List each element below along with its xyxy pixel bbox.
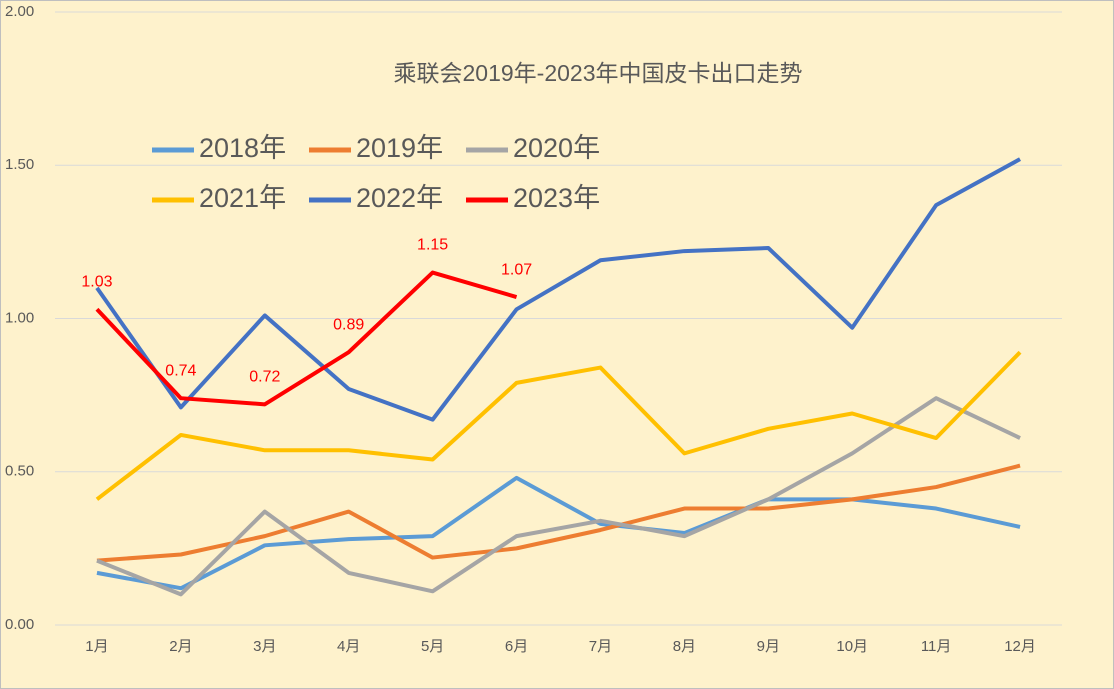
x-tick-label: 6月 <box>505 638 528 655</box>
data-label: 1.15 <box>417 237 448 254</box>
x-tick-label: 4月 <box>337 638 360 655</box>
x-tick-label: 1月 <box>85 638 108 655</box>
data-label: 0.74 <box>165 362 196 379</box>
legend-label: 2021年 <box>199 183 286 213</box>
x-tick-label: 11月 <box>921 638 952 655</box>
x-tick-label: 10月 <box>836 638 868 655</box>
x-tick-label: 8月 <box>673 638 696 655</box>
y-tick-label: 1.00 <box>5 309 34 326</box>
y-tick-label: 2.00 <box>5 3 34 20</box>
x-tick-label: 9月 <box>757 638 780 655</box>
data-label: 1.03 <box>81 274 112 291</box>
y-tick-label: 0.00 <box>5 616 34 633</box>
series-line <box>96 396 1021 597</box>
x-tick-label: 3月 <box>253 638 276 655</box>
x-tick-label: 12月 <box>1004 638 1036 655</box>
data-label: 1.07 <box>501 261 532 278</box>
series-line <box>96 475 1021 591</box>
x-tick-label: 2月 <box>169 638 192 655</box>
y-tick-label: 1.50 <box>5 156 34 173</box>
legend-label: 2019年 <box>356 133 443 163</box>
legend-label: 2022年 <box>356 183 443 213</box>
legend-label: 2020年 <box>513 133 600 163</box>
x-tick-label: 7月 <box>589 638 612 655</box>
series-line <box>95 157 1022 422</box>
data-label: 0.72 <box>249 369 280 386</box>
legend-label: 2023年 <box>513 183 600 213</box>
y-tick-label: 0.50 <box>5 463 34 480</box>
chart-title: 乘联会2019年-2023年中国皮卡出口走势 <box>394 60 803 86</box>
legend-label: 2018年 <box>199 133 286 163</box>
data-label: 0.89 <box>333 316 364 333</box>
series-line <box>95 270 518 407</box>
series-line <box>95 350 1022 501</box>
series-line <box>96 463 1021 563</box>
x-tick-label: 5月 <box>421 638 444 655</box>
